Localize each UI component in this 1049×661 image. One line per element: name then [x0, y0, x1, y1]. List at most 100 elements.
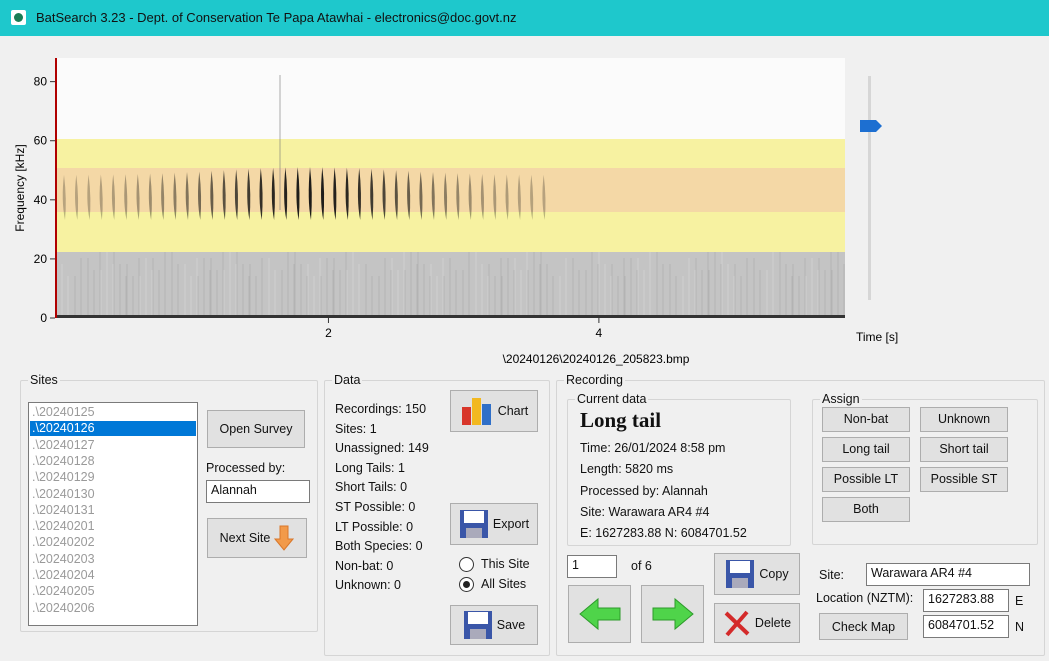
button-label: Chart — [498, 404, 529, 418]
x-tick-label: 4 — [596, 326, 603, 340]
assign-button[interactable]: Unknown — [920, 407, 1008, 432]
zoom-slider-track[interactable] — [868, 76, 871, 300]
y-tick-label: 40 — [34, 193, 48, 207]
delete-icon — [723, 609, 751, 637]
assign-button[interactable]: Possible ST — [920, 467, 1008, 492]
next-button[interactable] — [641, 585, 704, 643]
scope-radio[interactable] — [459, 577, 474, 592]
x-tick-label: 2 — [325, 326, 332, 340]
spectrogram: 0 20 40 60 80 2 4 Frequency [kHz] Time [s] \20240… — [0, 40, 1049, 370]
button-label: Save — [497, 618, 526, 632]
y-tick-label: 80 — [34, 75, 48, 89]
recording-total: of 6 — [631, 559, 652, 573]
button-label: Open Survey — [220, 422, 293, 436]
group-label: Recording — [564, 373, 625, 387]
site-item[interactable]: .\20240203 — [30, 552, 196, 567]
group-label: Current data — [575, 392, 648, 406]
floppy-icon — [463, 610, 493, 640]
y-axis-label: Frequency [kHz] — [13, 144, 27, 231]
app: BatSearch 3.23 - Dept. of Conservation T… — [0, 0, 1049, 661]
radio-dot — [463, 581, 470, 588]
app-icon — [11, 10, 26, 25]
button-label: Next Site — [220, 531, 271, 545]
button-label: Delete — [755, 616, 791, 630]
scope-label: This Site — [481, 557, 530, 571]
site-input[interactable]: Warawara AR4 #4 — [866, 563, 1030, 586]
easting-unit: E — [1015, 594, 1023, 608]
stat: Sites: 1 — [335, 422, 377, 436]
scope-radio[interactable] — [459, 557, 474, 572]
check-map-button[interactable]: Check Map — [819, 613, 908, 640]
species: Long tail — [580, 408, 661, 433]
northing-input[interactable]: 6084701.52 — [923, 615, 1009, 638]
copy-button[interactable]: Copy — [714, 553, 800, 595]
stat: Both Species: 0 — [335, 539, 423, 553]
y-tick-label: 20 — [34, 252, 48, 266]
assign-button[interactable]: Non-bat — [822, 407, 910, 432]
right-arrow-icon — [651, 597, 695, 631]
site-item[interactable]: .\20240205 — [30, 584, 196, 599]
y-tick-label: 60 — [34, 134, 48, 148]
site-item[interactable]: .\20240206 — [30, 601, 196, 616]
window-title: BatSearch 3.23 - Dept. of Conservation T… — [36, 10, 517, 25]
site-label: Site: — [819, 568, 844, 582]
detail: E: 1627283.88 N: 6084701.52 — [580, 526, 747, 540]
next-site-button[interactable]: Next Site — [207, 518, 307, 558]
site-item[interactable]: .\20240202 — [30, 535, 196, 550]
stat: Non-bat: 0 — [335, 559, 393, 573]
assign-button[interactable]: Both — [822, 497, 910, 522]
stat: Long Tails: 1 — [335, 461, 405, 475]
stat: Short Tails: 0 — [335, 480, 407, 494]
processed-by-input[interactable]: Alannah — [206, 480, 310, 503]
detail: Time: 26/01/2024 8:58 pm — [580, 441, 725, 455]
scope-label: All Sites — [481, 577, 526, 591]
button-label: Copy — [759, 567, 788, 581]
assign-button[interactable]: Short tail — [920, 437, 1008, 462]
export-button[interactable]: Export — [450, 503, 538, 545]
site-item[interactable]: .\20240131 — [30, 503, 196, 518]
site-item[interactable]: .\20240130 — [30, 487, 196, 502]
detail: Length: 5820 ms — [580, 462, 673, 476]
easting-input[interactable]: 1627283.88 — [923, 589, 1009, 612]
y-tick-label: 0 — [40, 311, 47, 325]
site-item[interactable]: .\20240126 — [30, 421, 196, 436]
floppy-icon — [725, 559, 755, 589]
assign-button[interactable]: Long tail — [822, 437, 910, 462]
group-label: Data — [332, 373, 362, 387]
site-item[interactable]: .\20240129 — [30, 470, 196, 485]
group-label: Sites — [28, 373, 60, 387]
down-arrow-icon — [274, 525, 294, 551]
site-item[interactable]: .\20240128 — [30, 454, 196, 469]
site-item[interactable]: .\20240127 — [30, 438, 196, 453]
x-axis-label: Time [s] — [856, 330, 898, 344]
group-label: Assign — [820, 392, 862, 406]
assign-button[interactable]: Possible LT — [822, 467, 910, 492]
site-item[interactable]: .\20240125 — [30, 405, 196, 420]
northing-unit: N — [1015, 620, 1024, 634]
previous-button[interactable] — [568, 585, 631, 643]
file-name: \20240126\20240126_205823.bmp — [503, 352, 690, 366]
stat: ST Possible: 0 — [335, 500, 415, 514]
baseline — [55, 315, 845, 318]
floppy-icon — [459, 509, 489, 539]
stat: Unassigned: 149 — [335, 441, 429, 455]
zoom-slider-thumb[interactable] — [860, 120, 882, 132]
save-button[interactable]: Save — [450, 605, 538, 645]
left-arrow-icon — [578, 597, 622, 631]
chart-button[interactable]: Chart — [450, 390, 538, 432]
location-label: Location (NZTM): — [816, 591, 913, 605]
stat: Recordings: 150 — [335, 402, 426, 416]
open-survey-button[interactable]: Open Survey — [207, 410, 305, 448]
delete-button[interactable]: Delete — [714, 603, 800, 643]
stat: Unknown: 0 — [335, 578, 401, 592]
site-list[interactable]: .\20240125.\20240126 .\20240127.\20240128… — [28, 402, 198, 626]
recording-index-input[interactable]: 1 — [567, 555, 617, 578]
chart-icon — [460, 395, 494, 427]
site-item[interactable]: .\20240201 — [30, 519, 196, 534]
processed-by-label: Processed by: — [206, 461, 285, 475]
site-item[interactable]: .\20240204 — [30, 568, 196, 583]
detail: Site: Warawara AR4 #4 — [580, 505, 709, 519]
button-label: Check Map — [832, 620, 895, 634]
detail: Processed by: Alannah — [580, 484, 708, 498]
stat: LT Possible: 0 — [335, 520, 413, 534]
